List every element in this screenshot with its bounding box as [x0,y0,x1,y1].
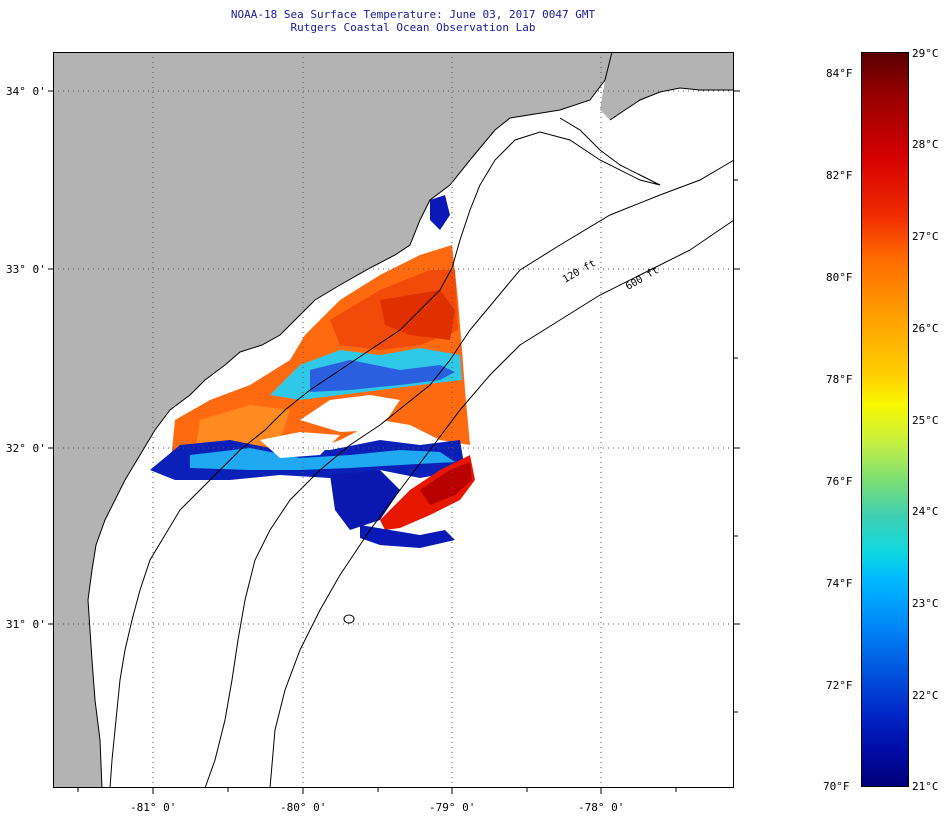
lat-label-33: 33° 0' [6,263,46,276]
lon-label-80: -80° 0' [280,801,327,814]
scale-c-25: 25°C [912,414,939,427]
isobath-120ft [204,159,735,789]
lon-label-78: -78° 0' [578,801,625,814]
scale-f-80: 80°F [826,271,853,284]
coastline-layer [87,51,735,789]
land-layer [53,52,734,788]
scale-c-22: 22°C [912,689,939,702]
lat-label-34: 34° 0' [6,85,46,98]
lat-label-32: 32° 0' [6,442,46,455]
lon-label-81: -81° 0' [130,801,177,814]
scale-f-84: 84°F [826,67,853,80]
lat-label-31: 31° 0' [6,618,46,631]
scale-f-70: 70°F [823,780,850,793]
map-frame [48,52,740,794]
map-subtitle: Rutgers Coastal Ocean Observation Lab [290,21,536,34]
map-title: NOAA-18 Sea Surface Temperature: June 03… [230,8,596,21]
scale-c-29: 29°C [912,47,939,60]
graticule [53,52,734,788]
scale-c-27: 27°C [912,230,939,243]
lon-label-79: -79° 0' [429,801,476,814]
scale-c-23: 23°C [912,597,939,610]
scale-f-74: 74°F [826,577,853,590]
scale-c-21: 21°C [912,780,939,793]
scale-f-82: 82°F [826,169,853,182]
scale-f-76: 76°F [826,475,853,488]
isobath-600ft [269,219,735,789]
sst-data-layer [78,70,475,548]
scale-c-26: 26°C [912,322,939,335]
scale-c-28: 28°C [912,138,939,151]
scale-c-24: 24°C [912,505,939,518]
scale-f-72: 72°F [826,679,853,692]
scale-f-78: 78°F [826,373,853,386]
temperature-colorbar [861,52,909,787]
